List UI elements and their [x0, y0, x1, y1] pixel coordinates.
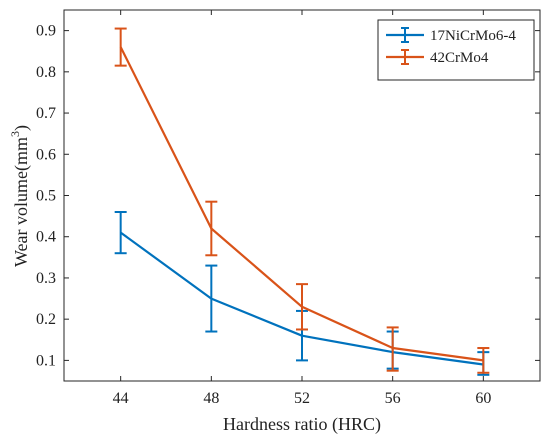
y-axis-label-superscript: 3 [8, 131, 22, 137]
x-tick-label: 52 [294, 390, 310, 407]
plot-frame [63, 9, 541, 382]
y-tick-label: 0.5 [36, 188, 56, 205]
y-tick-label: 0.7 [36, 105, 56, 122]
error-bar-17nicrmo6-4 [114, 210, 127, 255]
y-axis-label-main: Wear volume(mm [11, 137, 32, 267]
y-tick-label: 0.1 [36, 352, 56, 369]
legend-item: 42CrMo4 [386, 49, 489, 66]
x-axis-label: Hardness ratio (HRC) [223, 414, 381, 435]
legend: 17NiCrMo6-4 42CrMo4 [377, 19, 535, 81]
error-bar-42crmo4 [477, 347, 490, 374]
x-tick-label: 48 [203, 390, 219, 407]
y-axis-label-suffix: ) [11, 125, 32, 131]
error-bar-42crmo4 [296, 283, 308, 331]
y-tick-label: 0.2 [36, 311, 56, 328]
y-tick-label: 0.6 [36, 146, 56, 163]
legend-item: 17NiCrMo6-4 [386, 27, 516, 44]
y-tick-label: 0.8 [36, 64, 56, 81]
error-bar-17nicrmo6-4 [205, 264, 218, 333]
x-tick-label: 56 [385, 390, 401, 407]
x-tick-label: 60 [475, 390, 491, 407]
chart-marks [114, 27, 490, 376]
y-axis-label: Wear volume(mm3) [8, 125, 32, 267]
legend-label: 42CrMo4 [430, 50, 489, 66]
x-tick-label: 44 [113, 390, 129, 407]
legend-label: 17NiCrMo6-4 [430, 28, 516, 44]
error-bar-42crmo4 [205, 200, 218, 257]
axis-ticks: 44 48 52 56 60 0.1 0.2 0.3 0.4 0.5 0.6 0.7 0.8 0.9 [36, 10, 540, 407]
error-bar-42crmo4 [386, 326, 399, 372]
y-tick-label: 0.4 [36, 229, 56, 246]
y-tick-label: 0.9 [36, 23, 56, 40]
y-tick-label: 0.3 [36, 270, 56, 287]
error-bar-42crmo4 [114, 27, 127, 67]
